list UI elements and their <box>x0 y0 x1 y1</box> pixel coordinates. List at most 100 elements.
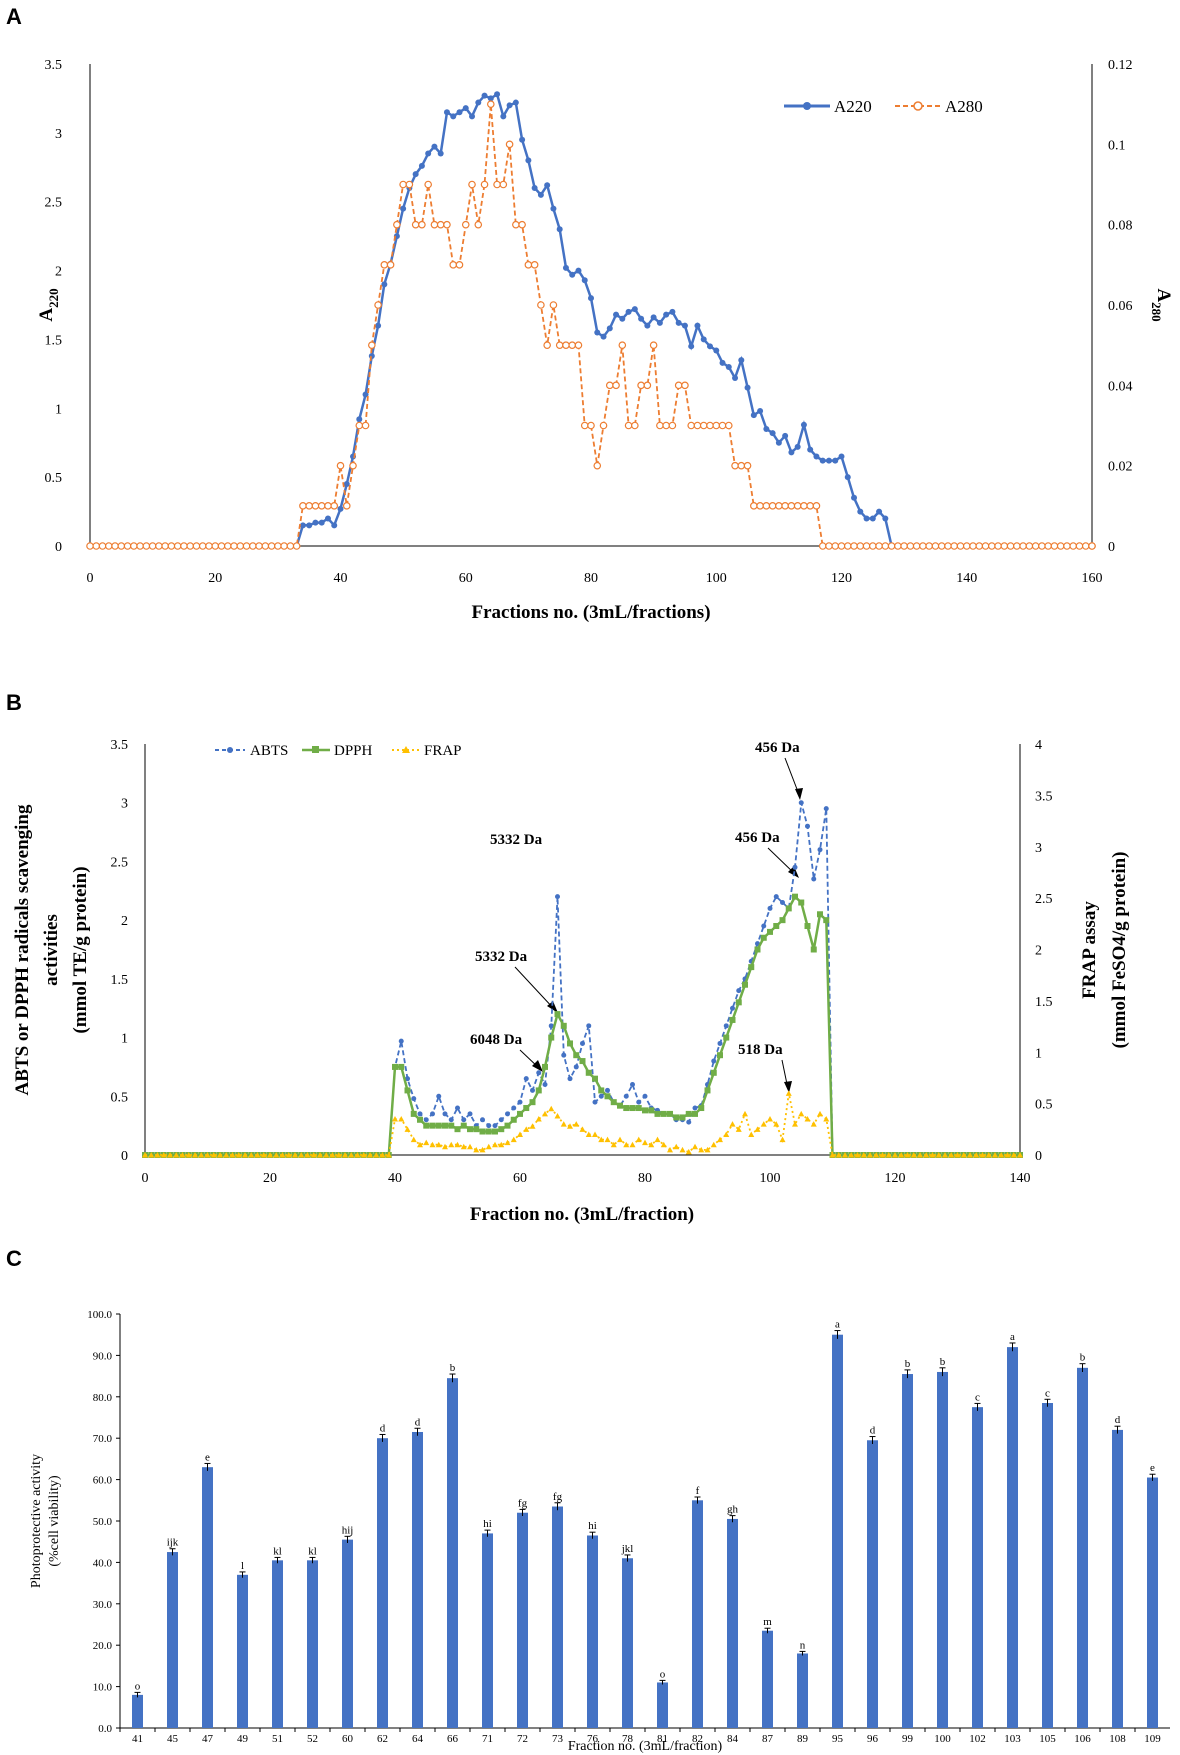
b-frap-marker <box>329 1152 336 1158</box>
b-frap-marker <box>704 1146 711 1153</box>
b-abts-marker <box>561 1052 567 1058</box>
b-y2-axis-label-2: (mmol FeSO4/g protein) <box>1109 851 1130 1048</box>
a-a220-marker <box>650 314 657 321</box>
b-abts-marker <box>536 1070 542 1076</box>
b-frap-marker <box>217 1152 223 1158</box>
panel-b-chart: Fraction no. (3mL/fraction) ABTS or DPPH… <box>12 738 1130 1225</box>
a-a280-marker <box>161 542 169 550</box>
b-frap-marker <box>154 1152 161 1158</box>
c-sig-letter-109: e <box>1150 1462 1155 1474</box>
a-y-tick-2: 1 <box>55 402 62 417</box>
b-frap-marker <box>854 1152 861 1158</box>
b-series-abts-line <box>145 802 1020 1156</box>
b-frap-marker <box>523 1126 530 1132</box>
a-a280-marker <box>631 421 639 430</box>
b-annotation-6048: 6048 Da <box>470 1032 523 1048</box>
a-a280-marker <box>994 542 1002 550</box>
c-x-tick-81: 81 <box>657 1733 668 1745</box>
a-a280-marker <box>812 502 821 510</box>
a-a280-marker <box>1019 542 1027 550</box>
a-y-tick-4: 2 <box>55 265 62 280</box>
b-dpph-marker <box>598 1087 605 1094</box>
c-x-tick-102: 102 <box>969 1733 986 1745</box>
b-frap-marker <box>1017 1152 1023 1158</box>
a-a280-marker <box>493 180 501 189</box>
b-frap-marker <box>204 1152 211 1158</box>
c-x-tick-72: 72 <box>517 1733 528 1745</box>
b-x-tick-60: 60 <box>513 1171 527 1186</box>
b-frap-marker <box>685 1148 692 1155</box>
b-x-tick-80: 80 <box>638 1171 652 1186</box>
a-a280-marker <box>98 542 107 550</box>
a-a280-marker <box>468 180 476 189</box>
a-a280-marker <box>155 542 163 550</box>
a-x-tick-140: 140 <box>956 571 977 586</box>
b-frap-marker <box>317 1152 323 1158</box>
b-frap-marker <box>467 1143 473 1150</box>
a-a280-marker <box>223 542 232 550</box>
c-sig-letter-52: kl <box>308 1545 317 1557</box>
c-y-tick-9: 90.0 <box>93 1350 113 1362</box>
a-a280-marker <box>580 421 589 430</box>
b-frap-marker <box>392 1116 398 1122</box>
c-sig-letter-81: o <box>660 1668 666 1680</box>
a-a280-marker <box>543 341 551 349</box>
a-a220-marker <box>306 522 313 529</box>
a-a220-marker <box>443 109 450 116</box>
b-y-tick-5: 2.5 <box>111 855 129 870</box>
b-frap-marker <box>298 1152 305 1158</box>
b-frap-marker <box>948 1152 955 1158</box>
b-dpph-marker <box>660 1110 667 1117</box>
a-a220-marker <box>494 91 501 98</box>
a-a280-marker <box>104 542 113 550</box>
c-bar-108 <box>1112 1429 1123 1728</box>
b-dpph-marker <box>448 1122 455 1129</box>
b-frap-marker <box>629 1141 636 1148</box>
b-frap-marker <box>635 1136 642 1143</box>
a-a280-marker <box>937 542 946 550</box>
a-a220-marker <box>882 515 889 522</box>
b-dpph-marker <box>735 999 742 1006</box>
c-sig-letter-76: hi <box>588 1520 597 1532</box>
a-a280-marker <box>850 542 858 550</box>
b-abts-marker <box>480 1117 485 1123</box>
a-a280-marker <box>180 542 188 550</box>
c-x-tick-108: 108 <box>1109 1733 1126 1745</box>
b-legend-dpph-label: DPPH <box>334 743 373 759</box>
b-dpph-marker <box>679 1114 686 1121</box>
a-a220-marker <box>638 315 645 322</box>
a-series-a280-line <box>90 104 1092 547</box>
b-abts-marker <box>823 806 829 812</box>
b-y2-axis-label-1: FRAP assay <box>1079 901 1100 999</box>
b-frap-marker <box>517 1131 523 1137</box>
a-y-tick-3: 1.5 <box>45 333 63 348</box>
b-arrow-5332-second <box>514 966 556 1011</box>
a-a280-marker <box>455 261 464 269</box>
c-x-tick-66: 66 <box>447 1733 459 1745</box>
b-frap-marker <box>917 1152 923 1158</box>
b-frap-marker <box>1004 1152 1011 1158</box>
b-frap-marker <box>448 1141 455 1148</box>
b-x-axis-label: Fraction no. (3mL/fraction) <box>470 1204 694 1225</box>
b-annotation-5332-top: 5332 Da <box>490 832 543 848</box>
b-frap-marker <box>660 1141 667 1148</box>
a-a280-marker <box>117 542 126 550</box>
c-sig-letter-99: b <box>905 1358 911 1370</box>
b-frap-marker <box>848 1152 855 1158</box>
b-frap-marker <box>773 1121 780 1127</box>
a-a280-marker <box>411 220 420 229</box>
b-abts-marker <box>555 894 560 900</box>
b-abts-marker <box>767 905 773 911</box>
c-x-tick-62: 62 <box>377 1733 388 1745</box>
b-dpph-marker <box>398 1063 405 1070</box>
b-frap-marker <box>592 1131 598 1137</box>
b-dpph-marker <box>729 1016 736 1023</box>
a-a280-marker <box>537 301 545 309</box>
a-a220-marker <box>844 474 851 481</box>
a-a280-marker <box>1088 542 1096 550</box>
a-a280-marker <box>399 180 407 189</box>
b-frap-marker <box>585 1131 592 1137</box>
b-frap-marker <box>167 1152 173 1158</box>
a-a280-marker <box>418 220 426 229</box>
b-dpph-marker <box>760 934 767 941</box>
